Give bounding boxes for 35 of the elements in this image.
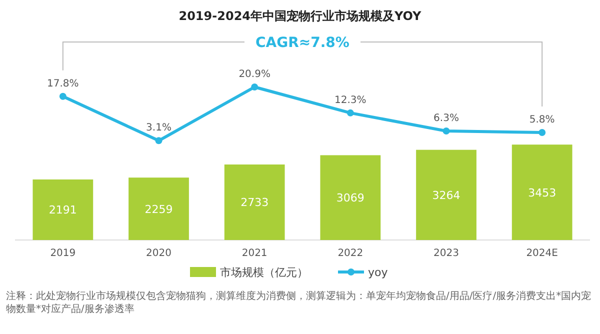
data-label: 6.3% [434,113,459,124]
data-label: 5.8% [529,114,555,126]
x-tick-label: 2022 [338,248,364,259]
data-label: 2191 [48,204,77,217]
bar [512,144,572,240]
data-label: 2733 [240,196,269,210]
data-label: 12.3% [334,94,366,106]
data-label: 3.1% [146,122,172,134]
bar [32,179,94,240]
legend-label: 市场规模（亿元） [220,266,308,279]
data-label: 20.9% [238,69,270,80]
point [538,129,546,136]
point [346,109,354,116]
bar [128,178,189,240]
text: CAGR≈7.8% [256,35,350,51]
x-tick-label: 2021 [242,248,268,259]
x-tick-label: 2023 [434,248,459,259]
bar [320,155,381,240]
data-label: 2259 [144,202,173,216]
data-label: 3069 [336,192,364,205]
point [155,137,162,144]
data-label: 3453 [528,186,556,200]
data-label: 3264 [432,188,460,202]
point [59,92,66,100]
data-label: 17.8% [47,78,79,90]
point [251,84,258,90]
legend-label: yoy [368,266,388,279]
bar [224,164,285,240]
point [442,128,450,135]
x-tick-label: 2020 [146,248,172,259]
bar [416,150,476,240]
chart-title: 2019-2024年中国宠物行业市场规模及YOY [178,9,422,23]
x-tick-label: 2024E [526,248,558,259]
x-tick-label: 2019 [50,248,76,259]
text: 注释：此处宠物行业市场规模仅包含宠物猫狗，测算维度为消费侧，测算逻辑为：单宠年均宠物食品/用品/医疗/服务消费支出*国内宠物数量*对应产品/服务渗透率 [6,290,592,316]
